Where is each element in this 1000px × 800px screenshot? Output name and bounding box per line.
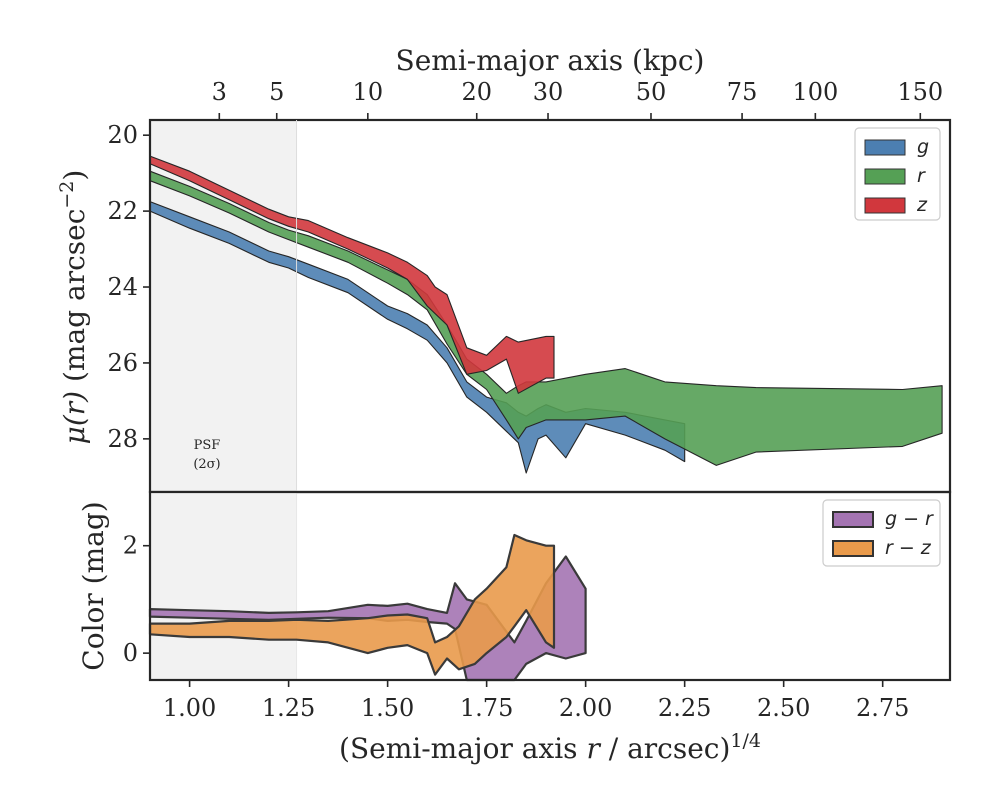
x-tick-label: 2.00: [559, 694, 612, 722]
legend-swatch-g-minus-r: [832, 511, 874, 528]
top-psf-region: [150, 120, 297, 492]
y-axis-label-close: ): [58, 170, 91, 181]
x-tick-label: 1.25: [262, 694, 315, 722]
series-band-g: [149, 201, 686, 474]
legend-swatch-r-minus-z: [832, 540, 874, 557]
bottom-y-ticks: 02: [123, 532, 150, 667]
x-tick-label: 2.50: [757, 694, 810, 722]
y-tick-label: 28: [107, 425, 138, 453]
kpc-tick-label: 3: [212, 78, 227, 106]
x-tick-label: 1.75: [460, 694, 513, 722]
y-axis-label-var: μ(r): [58, 391, 91, 444]
y-tick-label: 2: [123, 532, 138, 560]
kpc-tick-label: 100: [792, 78, 838, 106]
bottom-panel-frame: [148, 490, 952, 682]
top-legend: grz: [854, 127, 941, 221]
top-kpc-ticks: 3 5 10 20 30 50 75 100 150: [212, 78, 943, 120]
legend-label-r-minus-z: r − z: [885, 537, 932, 559]
legend-swatch-g: [864, 139, 906, 156]
series-band-z: [149, 155, 555, 394]
x-axis-label: (Semi-major axis r / arcsec)1/4: [339, 730, 761, 765]
psf-label-line1: PSF: [194, 438, 221, 453]
y-tick-label: 24: [107, 273, 138, 301]
kpc-tick-label: 30: [533, 78, 564, 106]
legend-label-g: g: [917, 136, 929, 158]
kpc-tick-label: 50: [636, 78, 667, 106]
kpc-tick-label: 5: [269, 78, 284, 106]
x-axis-label-prefix: (Semi-major axis: [339, 732, 586, 765]
bottom-legend: g − r r − z: [822, 499, 941, 567]
kpc-tick-label: 75: [727, 78, 758, 106]
legend-swatch-r: [864, 168, 906, 185]
legend-label-g-minus-r: g − r: [885, 508, 934, 530]
x-tick-label: 1.50: [361, 694, 414, 722]
x-axis-label-power: 1/4: [730, 730, 761, 752]
y-tick-label: 0: [123, 639, 138, 667]
legend-label-r: r: [917, 165, 926, 187]
x-tick-label: 1.00: [163, 694, 216, 722]
bottom-x-ticks: 1.00 1.25 1.50 1.75 2.00 2.25 2.50 2.75: [163, 680, 909, 722]
kpc-tick-label: 20: [461, 78, 492, 106]
bottom-panel: 02 1.00 1.25 1.50 1.75 2.00 2.25 2.50 2.75 Colo…: [77, 490, 952, 765]
kpc-tick-label: 10: [353, 78, 384, 106]
x-tick-label: 2.75: [856, 694, 909, 722]
top-series-group: [149, 155, 943, 474]
y-tick-label: 20: [107, 121, 138, 149]
y-tick-label: 26: [107, 349, 138, 377]
kpc-tick-label: 150: [897, 78, 943, 106]
x-axis-label-suffix: / arcsec): [600, 732, 731, 765]
legend-label-z: z: [916, 194, 928, 216]
x-tick-label: 2.25: [658, 694, 711, 722]
y-axis-label-surface-brightness: μ(r) (mag arcsec−2): [56, 170, 91, 445]
bottom-psf-region: [150, 492, 297, 680]
psf-label-line2: (2σ): [193, 457, 220, 472]
top-axis-label: Semi-major axis (kpc): [396, 44, 705, 77]
legend-swatch-z: [864, 197, 906, 214]
y-axis-label-unit: (mag arcsec: [58, 209, 91, 391]
x-axis-label-var: r: [586, 732, 601, 765]
y-tick-label: 22: [107, 197, 138, 225]
bottom-series-group: [148, 533, 587, 682]
top-y-ticks: 20 22 24 26 28: [107, 121, 150, 453]
y-axis-label-power: −2: [56, 181, 78, 209]
series-band-r-minus-z: [148, 533, 556, 676]
y-axis-label-color: Color (mag): [77, 501, 110, 670]
